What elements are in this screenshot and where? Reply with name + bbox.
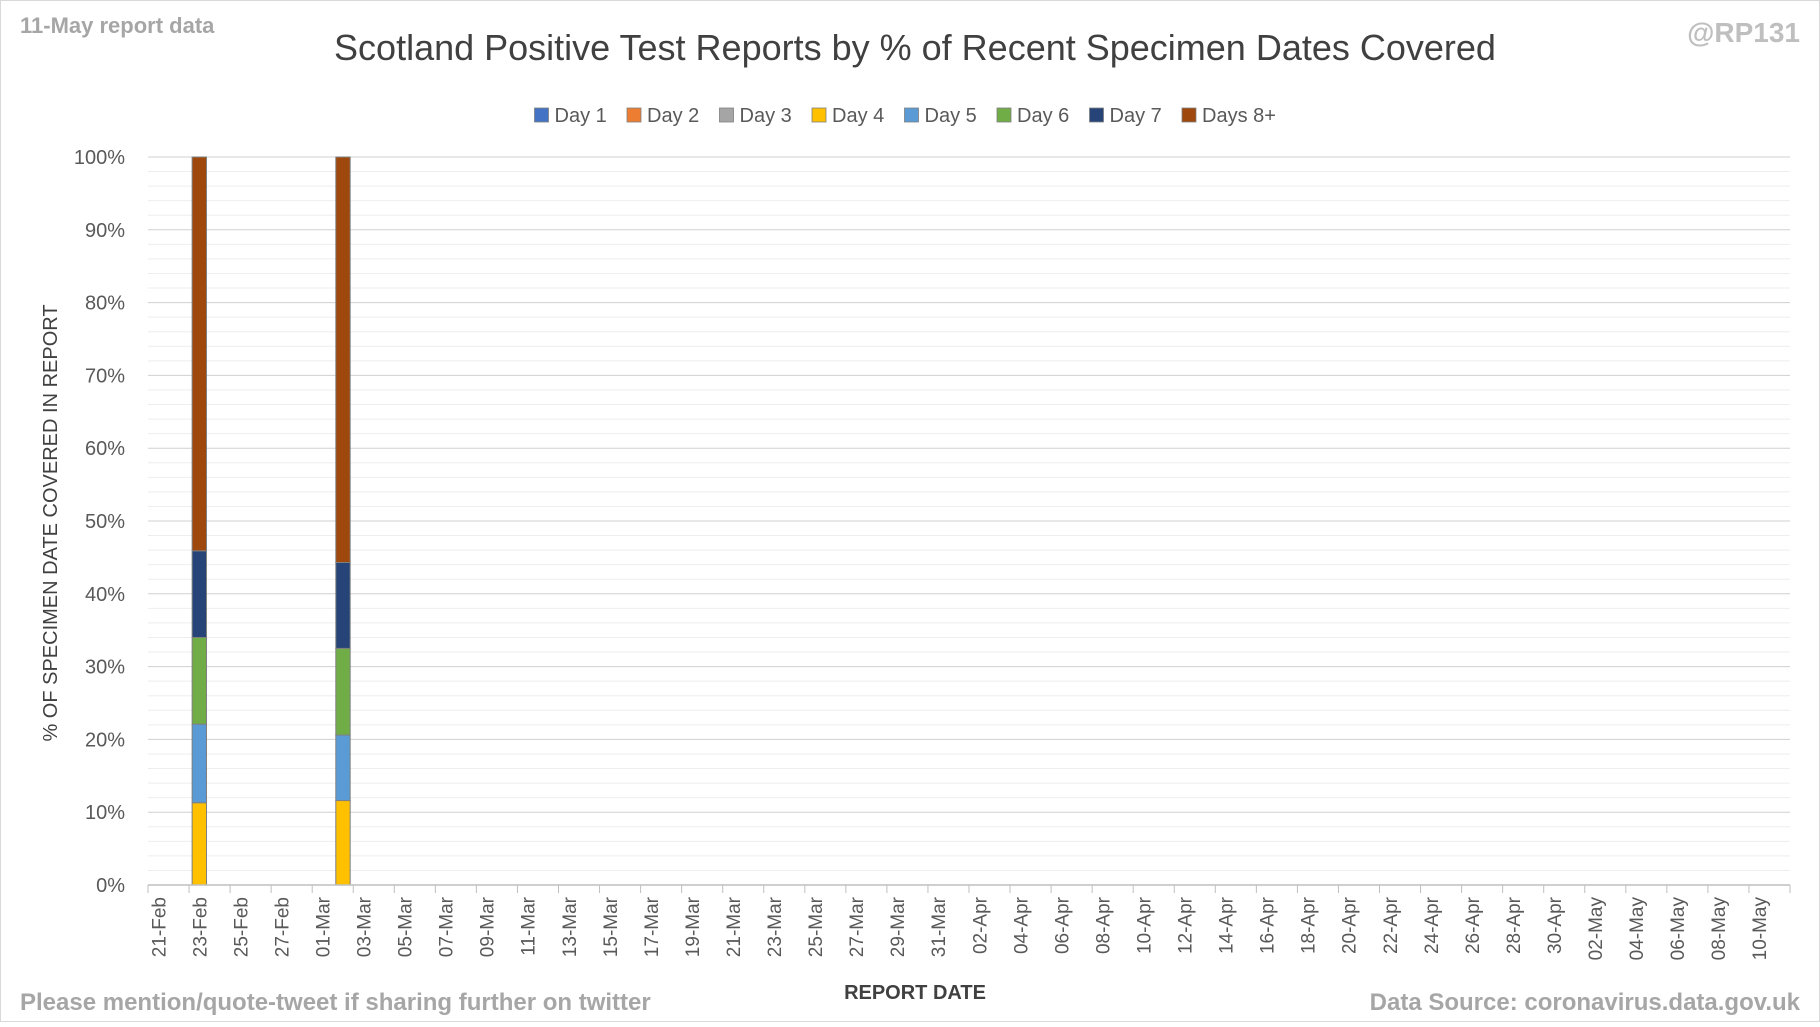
y-tick-label: 0% xyxy=(96,875,125,897)
x-tick-label: 27-Feb xyxy=(272,897,293,957)
x-tick-label: 16-Apr xyxy=(1258,896,1279,954)
y-tick-label: 10% xyxy=(85,802,125,824)
x-tick-label: 28-Apr xyxy=(1504,896,1525,954)
x-tick-label: 18-Apr xyxy=(1299,896,1320,954)
x-tick-label: 22-Apr xyxy=(1381,896,1402,954)
legend-label: Day 4 xyxy=(832,105,884,127)
x-tick-label: 01-Mar xyxy=(313,896,334,957)
x-tick-label: 09-Mar xyxy=(478,896,499,957)
y-axis-title: % OF SPECIMEN DATE COVERED IN REPORT xyxy=(40,304,62,741)
y-tick-label: 100% xyxy=(74,147,125,169)
x-tick-label: 27-Mar xyxy=(847,896,868,957)
legend-label: Day 1 xyxy=(555,105,607,127)
chart-title: Scotland Positive Test Reports by % of R… xyxy=(334,27,1496,68)
x-tick-label: 02-Apr xyxy=(970,896,991,954)
x-tick-label: 31-Mar xyxy=(929,896,950,957)
legend-swatch xyxy=(719,107,734,123)
x-tick-label: 05-Mar xyxy=(396,896,417,957)
legend-label: Day 2 xyxy=(647,105,699,127)
x-tick-label: 19-Mar xyxy=(683,896,704,957)
x-tick-label: 10-May xyxy=(1750,897,1771,961)
bar-segment xyxy=(335,734,351,802)
y-tick-label: 20% xyxy=(85,729,125,751)
bar-segment xyxy=(191,156,207,552)
y-tick-label: 60% xyxy=(85,438,125,460)
y-axis-ticks: 0% 10% 20% 30% 40% 50% 60% 70% 80% 90% 100% xyxy=(74,147,125,897)
x-axis-title: REPORT DATE xyxy=(844,982,986,1004)
x-tick-label: 03-Mar xyxy=(355,896,376,957)
bar-segment xyxy=(191,723,207,804)
y-tick-label: 80% xyxy=(85,293,125,315)
x-tick-label: 29-Mar xyxy=(888,896,909,957)
legend-label: Day 3 xyxy=(740,105,792,127)
bar-segment xyxy=(335,156,351,563)
legend-swatch xyxy=(1181,107,1197,123)
x-tick-label: 11-Mar xyxy=(519,896,540,955)
y-tick-label: 40% xyxy=(85,584,125,606)
legend-swatch xyxy=(626,107,642,123)
x-tick-label: 20-Apr xyxy=(1340,896,1361,954)
bars xyxy=(191,156,351,886)
x-tick-label: 10-Apr xyxy=(1134,896,1155,954)
x-tick-label: 15-Mar xyxy=(601,896,622,957)
x-tick-label: 13-Mar xyxy=(560,896,581,957)
bar-segment xyxy=(335,561,351,649)
x-tick-label: 21-Feb xyxy=(149,897,170,957)
data-source-note: Data Source: coronavirus.data.gov.uk xyxy=(1370,989,1801,1016)
y-tick-label: 30% xyxy=(85,657,125,679)
x-tick-label: 06-Apr xyxy=(1052,896,1073,954)
x-tick-label: 06-May xyxy=(1668,897,1689,961)
legend-swatch xyxy=(1089,107,1104,123)
bar-segment xyxy=(335,800,351,886)
legend-swatch xyxy=(904,107,919,123)
bar-segment xyxy=(191,550,207,638)
report-date-note: 11-May report data xyxy=(20,13,215,38)
legend-swatch xyxy=(811,107,827,123)
legend-swatch xyxy=(996,107,1012,123)
x-tick-label: 12-Apr xyxy=(1176,896,1197,954)
legend-label: Day 6 xyxy=(1017,105,1069,127)
gridlines xyxy=(148,156,1790,871)
x-tick-label: 08-May xyxy=(1709,897,1730,961)
x-axis-ticks: 21-Feb 23-Feb 25-Feb 27-Feb 01-Mar 03-Mar 05-M… xyxy=(149,896,1771,960)
x-tick-label: 07-Mar xyxy=(437,896,458,957)
x-axis xyxy=(147,884,1791,893)
bar-segment xyxy=(191,802,207,886)
x-tick-label: 17-Mar xyxy=(642,896,663,957)
legend: Day 1 Day 2 Day 3 Day 4 Day 5 Day 6 Day 7 Days … xyxy=(534,105,1276,127)
bar-segment xyxy=(335,647,351,736)
x-tick-label: 04-May xyxy=(1627,897,1648,961)
y-tick-label: 70% xyxy=(85,365,125,387)
x-tick-label: 04-Apr xyxy=(1011,896,1032,954)
bar-segment xyxy=(191,636,207,725)
legend-label: Day 5 xyxy=(925,105,977,127)
x-tick-label: 23-Feb xyxy=(190,897,211,957)
x-tick-label: 23-Mar xyxy=(765,896,786,957)
x-tick-label: 24-Apr xyxy=(1422,896,1443,954)
legend-swatch xyxy=(534,107,549,123)
x-tick-label: 08-Apr xyxy=(1093,896,1114,954)
x-tick-label: 21-Mar xyxy=(724,896,745,957)
x-tick-label: 14-Apr xyxy=(1217,896,1238,954)
x-tick-label: 26-Apr xyxy=(1463,896,1484,954)
y-tick-label: 50% xyxy=(85,511,125,533)
x-tick-label: 25-Mar xyxy=(806,896,827,957)
x-tick-label: 25-Feb xyxy=(231,897,252,957)
x-tick-label: 02-May xyxy=(1586,897,1607,961)
legend-label: Days 8+ xyxy=(1202,105,1276,127)
legend-label: Day 7 xyxy=(1110,105,1162,127)
author-handle: @RP131 xyxy=(1687,17,1800,48)
share-note: Please mention/quote-tweet if sharing fu… xyxy=(20,989,651,1016)
y-tick-label: 90% xyxy=(85,220,125,242)
x-tick-label: 30-Apr xyxy=(1545,896,1566,954)
